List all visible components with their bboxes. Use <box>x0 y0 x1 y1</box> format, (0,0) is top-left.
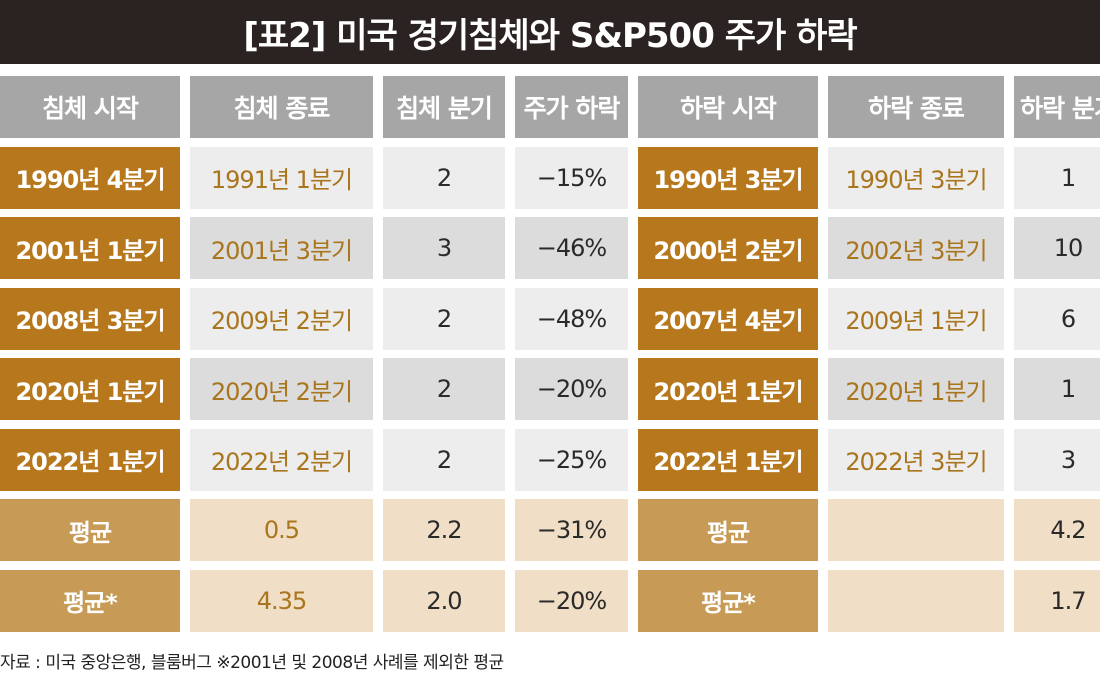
row-decline-quarters: 1 <box>1014 358 1100 420</box>
average-label: 평균 <box>0 499 180 561</box>
header-recession-end: 침체 종료 <box>190 76 373 138</box>
row-recession-quarters: 2 <box>383 146 505 209</box>
row-recession-start: 1990년 4분기 <box>0 146 180 209</box>
average-label: 평균 <box>638 499 818 561</box>
adjusted-average-label: 평균* <box>0 569 180 632</box>
header-decline-quarters: 하락 분기 <box>1014 76 1100 138</box>
header-stock-decline: 주가 하락 <box>515 76 628 138</box>
row-recession-end: 2001년 3분기 <box>190 217 373 279</box>
adjusted-average-recession-end: 4.35 <box>190 569 373 632</box>
row-decline-quarters: 6 <box>1014 287 1100 350</box>
row-stock-decline: −25% <box>515 428 628 491</box>
adjusted-average-decline-end <box>828 569 1004 632</box>
row-decline-start: 2020년 1분기 <box>638 358 818 420</box>
row-recession-end: 2020년 2분기 <box>190 358 373 420</box>
row-stock-decline: −46% <box>515 217 628 279</box>
header-recession-quarters: 침체 분기 <box>383 76 505 138</box>
adjusted-average-recession-quarters: 2.0 <box>383 569 505 632</box>
row-decline-start: 2022년 1분기 <box>638 428 818 491</box>
row-decline-end: 2009년 1분기 <box>828 287 1004 350</box>
row-recession-start: 2001년 1분기 <box>0 217 180 279</box>
adjusted-average-stock-decline: −20% <box>515 569 628 632</box>
row-decline-start: 1990년 3분기 <box>638 146 818 209</box>
row-decline-end: 2002년 3분기 <box>828 217 1004 279</box>
row-recession-quarters: 2 <box>383 428 505 491</box>
row-recession-end: 1991년 1분기 <box>190 146 373 209</box>
row-recession-quarters: 2 <box>383 358 505 420</box>
row-decline-start: 2007년 4분기 <box>638 287 818 350</box>
row-stock-decline: −20% <box>515 358 628 420</box>
adjusted-average-decline-quarters: 1.7 <box>1014 569 1100 632</box>
row-stock-decline: −15% <box>515 146 628 209</box>
row-recession-quarters: 3 <box>383 217 505 279</box>
source-footnote: 자료 : 미국 중앙은행, 블룸버그 ※2001년 및 2008년 사례를 제외… <box>0 653 504 673</box>
table-title: [표2] 미국 경기침체와 S&P500 주가 하락 <box>0 0 1100 64</box>
header-decline-end: 하락 종료 <box>828 76 1004 138</box>
row-recession-start: 2008년 3분기 <box>0 287 180 350</box>
row-recession-quarters: 2 <box>383 287 505 350</box>
row-decline-start: 2000년 2분기 <box>638 217 818 279</box>
row-recession-end: 2022년 2분기 <box>190 428 373 491</box>
row-decline-quarters: 10 <box>1014 217 1100 279</box>
average-recession-end: 0.5 <box>190 499 373 561</box>
row-stock-decline: −48% <box>515 287 628 350</box>
row-recession-start: 2022년 1분기 <box>0 428 180 491</box>
row-decline-end: 1990년 3분기 <box>828 146 1004 209</box>
header-decline-start: 하락 시작 <box>638 76 818 138</box>
recession-table: 침체 시작 침체 종료 침체 분기 주가 하락 하락 시작 하락 종료 하락 분… <box>0 76 1100 632</box>
header-recession-start: 침체 시작 <box>0 76 180 138</box>
row-decline-end: 2022년 3분기 <box>828 428 1004 491</box>
average-decline-quarters: 4.2 <box>1014 499 1100 561</box>
row-recession-end: 2009년 2분기 <box>190 287 373 350</box>
average-decline-end <box>828 499 1004 561</box>
average-stock-decline: −31% <box>515 499 628 561</box>
average-recession-quarters: 2.2 <box>383 499 505 561</box>
adjusted-average-label: 평균* <box>638 569 818 632</box>
row-decline-quarters: 3 <box>1014 428 1100 491</box>
row-decline-end: 2020년 1분기 <box>828 358 1004 420</box>
row-decline-quarters: 1 <box>1014 146 1100 209</box>
row-recession-start: 2020년 1분기 <box>0 358 180 420</box>
